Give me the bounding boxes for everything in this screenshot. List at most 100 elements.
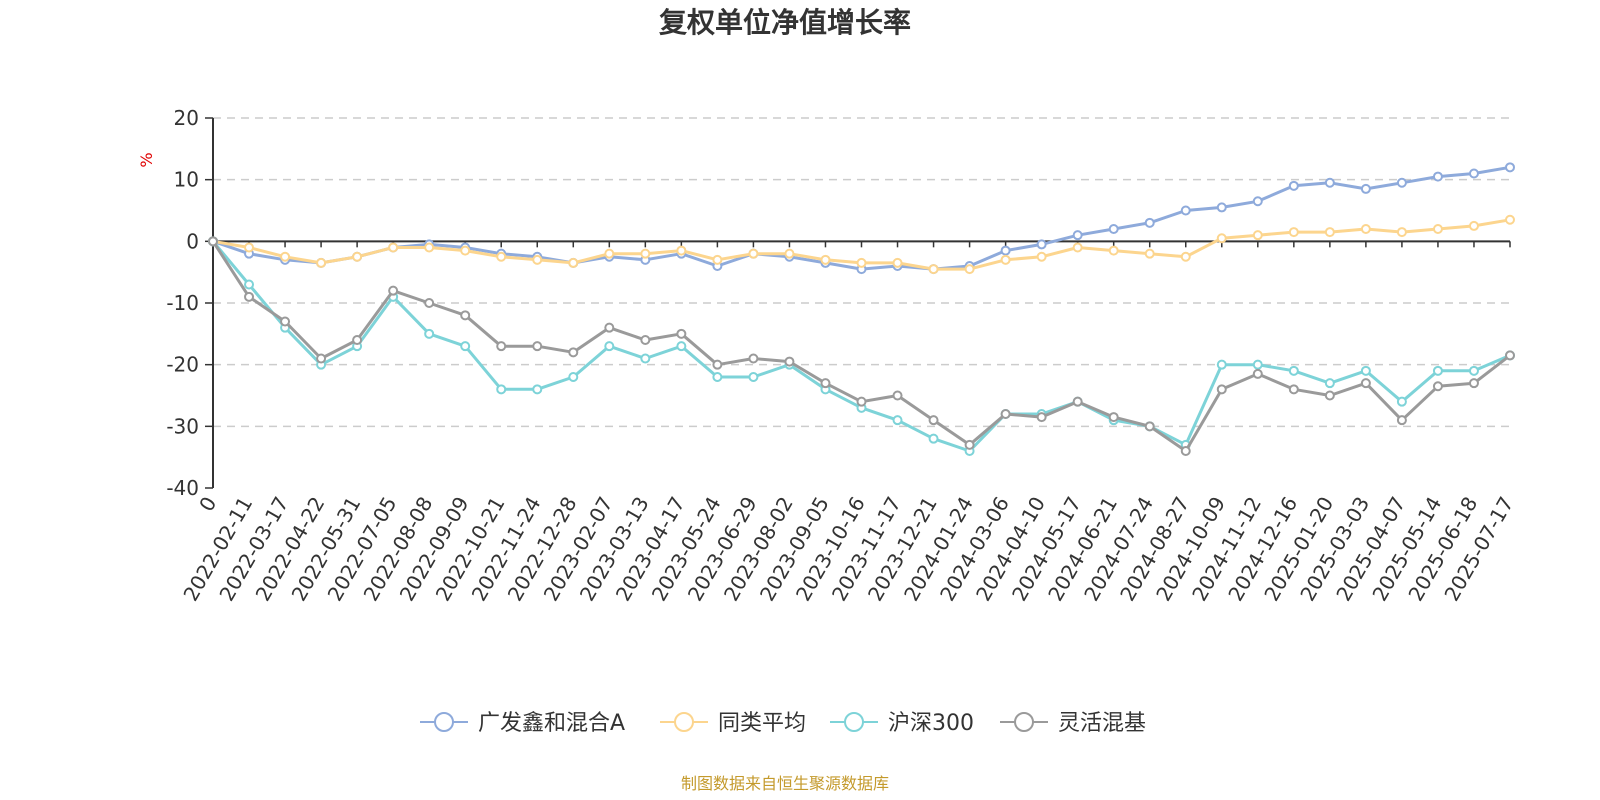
data-point <box>244 291 255 302</box>
y-axis-unit: % <box>137 152 156 167</box>
data-point <box>316 353 327 364</box>
data-point <box>208 236 218 247</box>
chart-title: 复权单位净值增长率 <box>659 6 911 39</box>
data-point <box>1000 245 1011 256</box>
data-point <box>1216 233 1227 244</box>
data-point <box>496 384 507 395</box>
y-tick-label: -20 <box>166 353 199 377</box>
legend-item[interactable]: 广发鑫和混合A <box>420 711 625 736</box>
data-point <box>1396 415 1407 426</box>
data-point <box>928 264 939 275</box>
legend-label: 同类平均 <box>718 711 806 736</box>
data-point <box>316 257 327 268</box>
y-tick-label: -40 <box>166 476 199 500</box>
data-point <box>568 372 579 382</box>
data-point <box>1036 251 1047 262</box>
data-point <box>928 415 939 426</box>
source-note: 制图数据来自恒生聚源数据库 <box>681 774 889 793</box>
legend-swatch-marker <box>844 712 864 732</box>
data-point <box>1000 254 1011 265</box>
data-point <box>1180 205 1191 216</box>
data-point <box>1252 196 1263 207</box>
data-point <box>1432 224 1443 234</box>
data-point <box>1324 378 1335 389</box>
data-point <box>1360 183 1371 194</box>
series-line <box>212 165 1511 271</box>
data-point <box>748 248 759 259</box>
data-point <box>640 353 651 364</box>
data-point <box>712 359 723 370</box>
series-lines <box>208 162 1515 456</box>
data-point <box>352 335 363 345</box>
data-point <box>1432 381 1443 392</box>
data-point <box>1216 384 1227 395</box>
data-point <box>1180 251 1191 262</box>
data-point <box>640 248 651 259</box>
data-point <box>532 384 543 395</box>
data-point <box>1252 368 1263 379</box>
data-point <box>964 439 975 450</box>
legend-swatch-marker <box>1014 712 1034 732</box>
data-point <box>1468 365 1479 376</box>
data-point <box>1000 409 1011 419</box>
legend-swatch-marker <box>674 712 694 732</box>
y-tick-label: -30 <box>166 414 199 438</box>
data-point <box>424 298 435 308</box>
x-axis-ticks: 02022-02-112022-03-172022-04-222022-05-3… <box>178 241 1518 605</box>
legend: 广发鑫和混合A 同类平均 沪深300 灵活混基 <box>420 711 1146 736</box>
data-point <box>1288 365 1299 376</box>
data-point <box>1468 168 1479 179</box>
data-point <box>568 257 579 268</box>
data-point <box>388 242 399 253</box>
data-point <box>1072 242 1083 253</box>
data-point <box>1360 378 1371 389</box>
data-point <box>1072 230 1083 241</box>
data-point <box>1468 378 1479 389</box>
data-point <box>1324 390 1335 401</box>
data-point <box>1432 365 1443 376</box>
data-point <box>496 251 507 262</box>
data-point <box>1505 162 1515 173</box>
data-point <box>604 248 615 259</box>
y-tick-label: 10 <box>174 168 199 192</box>
data-point <box>1180 446 1191 456</box>
legend-item[interactable]: 灵活混基 <box>1000 711 1146 736</box>
data-point <box>1252 230 1263 241</box>
data-point <box>1468 220 1479 231</box>
data-point <box>1324 227 1335 238</box>
data-point <box>676 341 687 352</box>
data-point <box>1144 217 1155 228</box>
y-tick-label: -10 <box>166 291 199 315</box>
data-point <box>1288 180 1299 191</box>
data-point <box>1144 421 1155 432</box>
data-point <box>892 257 903 268</box>
data-point <box>1324 177 1335 188</box>
data-point <box>424 328 435 339</box>
legend-label: 灵活混基 <box>1058 711 1146 736</box>
data-point <box>712 254 723 265</box>
data-point <box>820 254 831 265</box>
data-point <box>1505 214 1515 225</box>
legend-label: 沪深300 <box>888 711 974 736</box>
data-point <box>1432 171 1443 182</box>
data-point <box>748 372 759 382</box>
data-point <box>280 251 291 262</box>
data-point <box>964 264 975 275</box>
data-point <box>1108 245 1119 256</box>
x-tick-label: 0 <box>194 493 221 516</box>
data-point <box>1072 396 1083 407</box>
legend-item[interactable]: 同类平均 <box>660 711 806 736</box>
data-point <box>280 316 291 327</box>
data-point <box>892 390 903 401</box>
data-point <box>1216 202 1227 213</box>
data-point <box>496 341 507 352</box>
data-point <box>856 257 867 268</box>
data-point <box>388 285 399 296</box>
data-point <box>1396 177 1407 188</box>
data-point <box>640 335 651 345</box>
data-point <box>892 415 903 426</box>
data-point <box>928 433 939 444</box>
legend-item[interactable]: 沪深300 <box>830 711 974 736</box>
data-point <box>856 396 867 407</box>
